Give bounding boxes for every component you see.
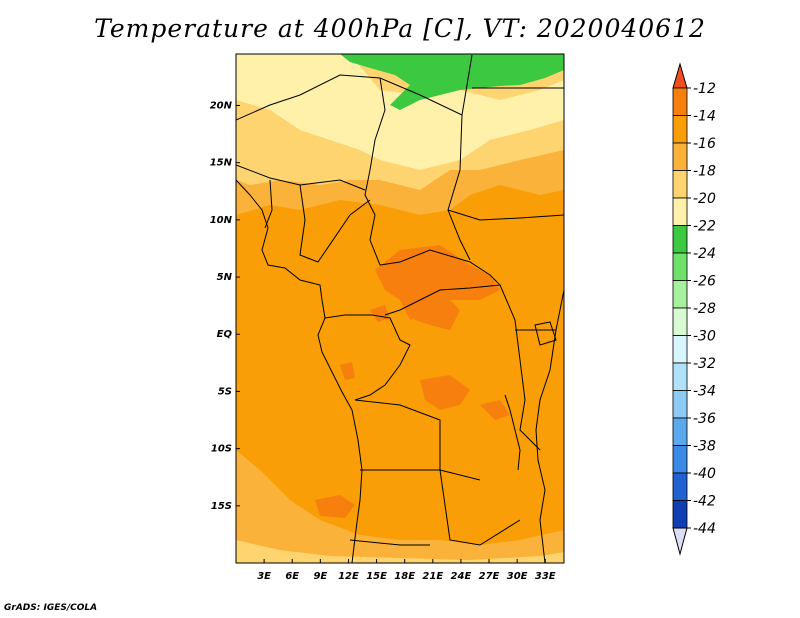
colorbar-swatch xyxy=(672,170,688,199)
lat-tick-label: 10S xyxy=(211,444,232,455)
field-band-18-south xyxy=(236,540,564,563)
colorbar-label: -24 xyxy=(693,246,716,262)
colorbar-label: -18 xyxy=(693,164,716,180)
colorbar-label: -22 xyxy=(693,219,716,235)
colorbar-swatch xyxy=(672,115,688,144)
colorbar-label: -30 xyxy=(693,329,716,345)
lon-tick-label: 21E xyxy=(422,571,443,582)
colorbar-swatch xyxy=(672,142,688,171)
field-patch-12-c xyxy=(420,375,470,410)
colorbar-top-triangle xyxy=(672,62,688,89)
coastline-east xyxy=(535,289,564,563)
colorbar-swatch xyxy=(672,362,688,391)
border-angola xyxy=(349,469,440,546)
field-patch-12-d xyxy=(480,400,510,420)
lon-tick-label: 15E xyxy=(366,571,387,582)
colorbar-swatch xyxy=(672,500,688,529)
colorbar-swatch xyxy=(672,252,688,281)
colorbar-label: -16 xyxy=(693,136,716,152)
field-patch-12-g xyxy=(370,305,390,322)
colorbar-swatch xyxy=(672,390,688,419)
border-sudan-ssudan xyxy=(447,209,564,221)
colorbar-label: -36 xyxy=(693,411,716,427)
colorbar-bottom-triangle xyxy=(672,527,688,556)
border-car xyxy=(369,239,502,316)
border-sahara xyxy=(236,54,473,121)
colorbar-swatch xyxy=(672,335,688,364)
colorbar-swatch xyxy=(672,307,688,336)
colorbar-label: -34 xyxy=(693,384,716,400)
colorbar-label: -32 xyxy=(693,356,716,372)
lon-tick-label: 30E xyxy=(507,571,528,582)
lon-tick-label: 9E xyxy=(313,571,327,582)
field-patch-12-e xyxy=(340,362,355,380)
colorbar-label: -26 xyxy=(693,274,716,290)
latitude-axis: 20N 15N 10N 5N EQ 5S 10S 15S xyxy=(210,100,240,512)
colorbar-swatch xyxy=(672,225,688,254)
credit-text: GrADS: IGES/COLA xyxy=(4,603,98,613)
colorbar-label: -38 xyxy=(693,439,716,455)
lat-tick-label: EQ xyxy=(217,329,233,340)
colorbar-swatch xyxy=(672,445,688,474)
field-patch-12-b xyxy=(410,290,460,330)
field-band-16-south xyxy=(236,450,564,563)
field-patch-12-f xyxy=(315,495,355,518)
lat-tick-label: 10N xyxy=(210,215,233,226)
lon-tick-label: 33E xyxy=(535,571,556,582)
border-chad-libya xyxy=(364,77,386,241)
lat-tick-label: 5S xyxy=(218,386,232,397)
colorbar-swatch xyxy=(672,87,688,116)
colorbar-swatch xyxy=(672,472,688,501)
lake-tanganyika xyxy=(504,394,521,471)
lon-tick-label: 3E xyxy=(257,571,271,582)
lat-tick-label: 5N xyxy=(217,272,233,283)
border-congo xyxy=(324,314,411,401)
border-nigeria xyxy=(264,179,371,263)
colorbar-label: -20 xyxy=(693,191,716,207)
lon-tick-label: 24E xyxy=(451,571,472,582)
lat-tick-label: 15S xyxy=(211,501,232,512)
lon-tick-label: 12E xyxy=(338,571,359,582)
colorbar-swatch xyxy=(672,197,688,226)
lat-tick-label: 20N xyxy=(210,100,233,111)
colorbar-label: -12 xyxy=(693,81,716,97)
colorbar-swatch xyxy=(672,417,688,446)
colorbar-label: -42 xyxy=(693,494,716,510)
longitude-axis: 3E 6E 9E 12E 15E 18E 21E 24E 27E 30E 33E xyxy=(257,559,556,582)
lon-tick-label: 6E xyxy=(285,571,299,582)
colorbar-label: -14 xyxy=(693,109,716,125)
lon-tick-label: 27E xyxy=(479,571,500,582)
colorbar-label: -44 xyxy=(693,521,716,537)
map-frame xyxy=(235,53,565,564)
lat-tick-label: 15N xyxy=(210,158,233,169)
colorbar-label: -28 xyxy=(693,301,716,317)
colorbar-swatch xyxy=(672,280,688,309)
field-band-22 xyxy=(340,54,564,110)
colorbar-label: -40 xyxy=(693,466,716,482)
chart-title: Temperature at 400hPa [C], VT: 202004061… xyxy=(94,14,706,43)
field-band-20 xyxy=(236,54,564,170)
field-patch-12-a xyxy=(375,245,500,320)
lake-victoria xyxy=(534,321,557,346)
lon-tick-label: 18E xyxy=(394,571,415,582)
